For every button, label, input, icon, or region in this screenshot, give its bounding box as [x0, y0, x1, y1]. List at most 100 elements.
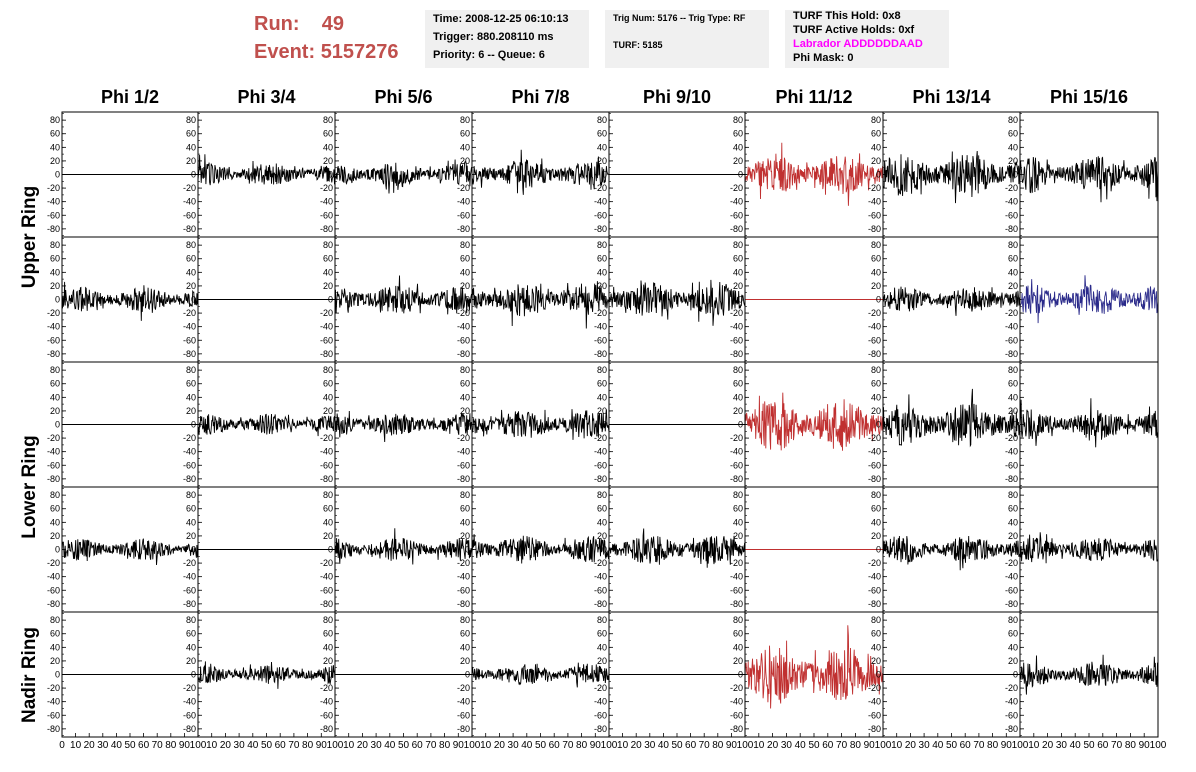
panel-frame: [471, 486, 610, 613]
y-tick-label: -20: [457, 558, 470, 568]
y-tick-label: 60: [871, 629, 881, 639]
y-tick-label: 80: [186, 490, 196, 500]
y-tick-label: -80: [457, 349, 470, 359]
panel-r3-c5: 80 60 40 20 0 -20 -40 -60 -80: [594, 361, 746, 488]
y-tick-label: -40: [47, 697, 60, 707]
panel-r3-c4: 80 60 40 20 0 -20 -40 -60 -80: [457, 361, 610, 488]
y-tick-label: 60: [460, 629, 470, 639]
y-tick-label: -20: [868, 683, 881, 693]
x-tick-label: 50: [261, 740, 273, 751]
x-tick-label: 50: [808, 740, 820, 751]
x-tick-label: 10: [617, 740, 629, 751]
x-tick-label: 30: [1056, 740, 1068, 751]
y-tick-label: 20: [50, 156, 60, 166]
x-tick-label: 90: [1001, 740, 1013, 751]
y-tick-label: 80: [50, 115, 60, 125]
waveform-trace: [197, 154, 336, 186]
y-tick-label: -40: [594, 322, 607, 332]
y-tick-label: -40: [457, 572, 470, 582]
waveform-trace: [61, 281, 199, 321]
y-tick-label: 20: [460, 281, 470, 291]
y-tick-label: 80: [460, 365, 470, 375]
y-tick-label: -40: [1005, 447, 1018, 457]
x-tick-label: 30: [919, 740, 931, 751]
y-tick-label: 0: [191, 295, 196, 305]
y-tick-label: 60: [50, 129, 60, 139]
y-tick-label: 60: [460, 504, 470, 514]
x-tick-label: 100: [1150, 740, 1167, 751]
y-tick-label: -80: [868, 349, 881, 359]
y-tick-label: 20: [733, 156, 743, 166]
y-tick-label: -60: [868, 210, 881, 220]
y-tick-label: -60: [730, 210, 743, 220]
y-tick-label: 40: [1008, 267, 1018, 277]
y-tick-label: 40: [871, 517, 881, 527]
y-tick-label: 60: [323, 504, 333, 514]
y-tick-label: 20: [50, 531, 60, 541]
turf-active-line: TURF Active Holds: 0xf: [793, 24, 915, 36]
y-tick-label: -80: [1005, 724, 1018, 734]
y-tick-label: 60: [323, 629, 333, 639]
y-tick-label: -40: [183, 447, 196, 457]
y-tick-label: -80: [868, 724, 881, 734]
y-tick-label: -80: [1005, 474, 1018, 484]
y-tick-label: 40: [50, 642, 60, 652]
time-line: Time: 2008-12-25 06:10:13: [433, 13, 569, 25]
y-tick-label: -20: [1005, 558, 1018, 568]
y-tick-label: 20: [1008, 156, 1018, 166]
panel-r4-c3: 80 60 40 20 0 -20 -40 -60 -80: [320, 486, 473, 613]
y-tick-label: 40: [733, 142, 743, 152]
y-tick-label: -80: [1005, 224, 1018, 234]
y-tick-label: 20: [597, 656, 607, 666]
y-tick-label: -20: [47, 433, 60, 443]
y-tick-label: -60: [183, 710, 196, 720]
x-tick-label: 20: [494, 740, 506, 751]
y-tick-label: -40: [594, 197, 607, 207]
y-tick-label: 80: [1008, 615, 1018, 625]
y-tick-label: 80: [323, 115, 333, 125]
y-tick-label: 80: [597, 490, 607, 500]
y-tick-label: -80: [320, 474, 333, 484]
time-info-box: Time: 2008-12-25 06:10:13 Trigger: 880.2…: [425, 10, 589, 68]
panel-r4-c6: 80 60 40 20 0 -20 -40 -60 -80: [730, 486, 884, 613]
y-tick-label: 80: [871, 115, 881, 125]
y-tick-label: -40: [47, 572, 60, 582]
x-tick-label: 30: [97, 740, 109, 751]
y-tick-label: 0: [602, 670, 607, 680]
x-tick-label: 60: [549, 740, 561, 751]
y-tick-label: 0: [738, 170, 743, 180]
y-tick-label: -60: [1005, 710, 1018, 720]
y-tick-label: -60: [868, 710, 881, 720]
waveform-trace: [1019, 275, 1159, 324]
y-tick-label: -20: [730, 308, 743, 318]
y-tick-label: 60: [733, 254, 743, 264]
waveform-trace: [1019, 398, 1159, 448]
y-tick-label: -20: [1005, 308, 1018, 318]
x-tick-label: 80: [439, 740, 451, 751]
y-tick-label: -80: [183, 224, 196, 234]
y-tick-label: 80: [50, 490, 60, 500]
y-tick-label: -80: [457, 724, 470, 734]
trig-num-line: Trig Num: 5176 -- Trig Type: RF: [613, 13, 746, 23]
y-tick-label: 0: [55, 545, 60, 555]
y-tick-label: 40: [323, 267, 333, 277]
trigger-line: Trigger: 880.208110 ms: [433, 31, 554, 43]
y-tick-label: 40: [50, 517, 60, 527]
x-tick-label: 40: [384, 740, 396, 751]
y-tick-label: -40: [47, 447, 60, 457]
y-tick-label: 80: [733, 365, 743, 375]
y-tick-label: -20: [868, 183, 881, 193]
waveform-trace: [744, 392, 884, 451]
panel-r3-c1: 80 60 40 20 0 -20 -40 -60 -80: [47, 361, 199, 488]
column-title-7: Phi 13/14: [912, 87, 991, 107]
y-tick-label: -40: [730, 197, 743, 207]
y-tick-label: 60: [871, 129, 881, 139]
y-tick-label: -80: [594, 474, 607, 484]
waveform-trace: [471, 149, 610, 195]
x-tick-label: 90: [1139, 740, 1151, 751]
labrador-line: Labrador ADDDDDDAAD: [793, 38, 923, 50]
y-tick-label: -40: [730, 322, 743, 332]
